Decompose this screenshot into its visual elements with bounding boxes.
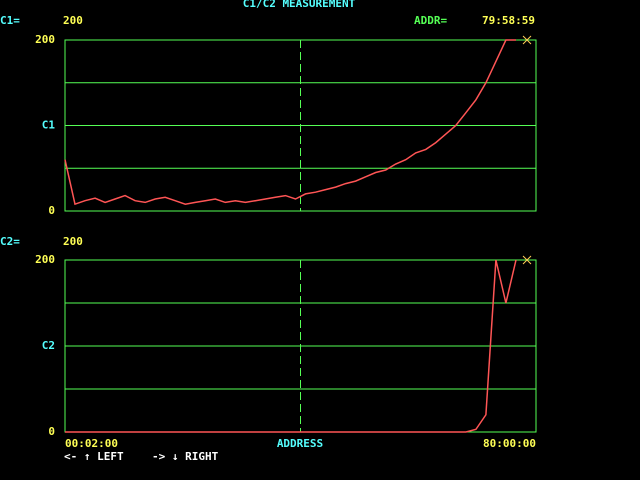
y-tick-label: 200 bbox=[35, 33, 55, 46]
screen-title: C1/C2 MEASUREMENT bbox=[243, 0, 356, 10]
footer-right: -> ↓ RIGHT bbox=[152, 450, 219, 463]
y-tick-label: 200 bbox=[35, 253, 55, 266]
addr-value: 79:58:59 bbox=[482, 14, 535, 27]
y-tick-label: 0 bbox=[48, 425, 55, 438]
data-line bbox=[64, 39, 516, 206]
readout-label: C1= bbox=[0, 14, 20, 27]
cursor-x bbox=[522, 255, 532, 265]
addr-label: ADDR= bbox=[414, 14, 447, 27]
y-tick-label: 0 bbox=[48, 204, 55, 217]
readout-label: C2= bbox=[0, 235, 20, 248]
data-line bbox=[65, 259, 517, 433]
cursor-x bbox=[522, 35, 532, 45]
y-tick-label: C2 bbox=[42, 339, 55, 352]
y-tick-label: C1 bbox=[42, 119, 56, 132]
x-axis-label: ADDRESS bbox=[277, 437, 323, 450]
footer-left: <- ↑ LEFT bbox=[64, 450, 124, 463]
readout-value: 200 bbox=[63, 235, 83, 248]
x-tick-label: 80:00:00 bbox=[483, 437, 536, 450]
readout-value: 200 bbox=[63, 14, 83, 27]
x-tick-label: 00:02:00 bbox=[65, 437, 118, 450]
